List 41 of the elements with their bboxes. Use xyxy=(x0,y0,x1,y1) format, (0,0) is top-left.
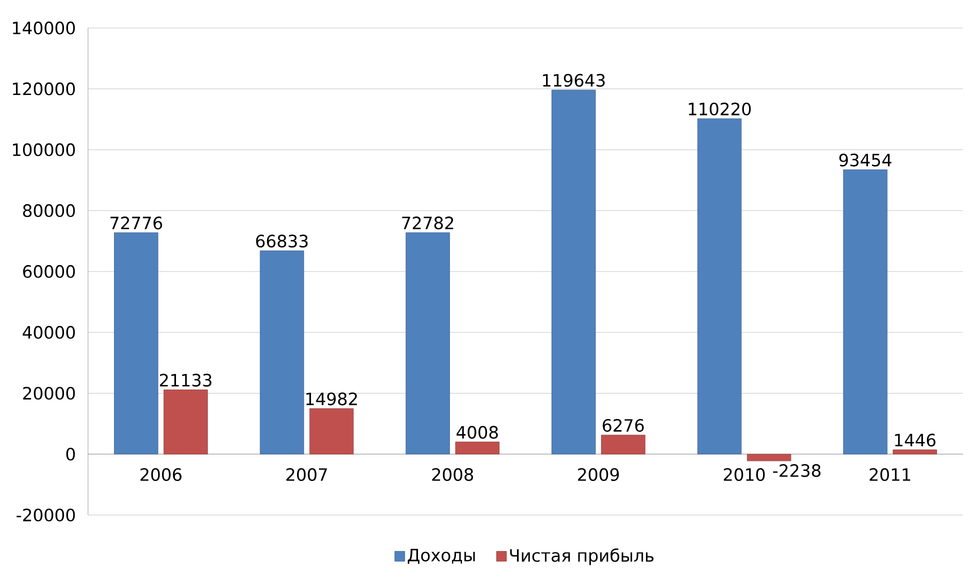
data-label: 21133 xyxy=(160,374,212,387)
bar xyxy=(843,169,888,454)
y-tick-label: 60000 xyxy=(23,265,75,278)
y-tick-label: 80000 xyxy=(23,204,75,218)
x-tick-label: 2008 xyxy=(432,468,474,481)
data-label: 6276 xyxy=(602,418,644,432)
bar xyxy=(406,232,450,454)
bar xyxy=(552,90,596,454)
data-label: 72776 xyxy=(110,216,162,230)
y-tick-label: 100000 xyxy=(12,143,75,156)
data-label: 110220 xyxy=(688,102,751,116)
bar xyxy=(892,450,937,454)
bar xyxy=(164,390,208,454)
x-tick-label: 2009 xyxy=(578,468,619,481)
data-label: 66833 xyxy=(256,234,308,248)
x-tick-label: 2007 xyxy=(286,468,327,481)
y-tick-label: 120000 xyxy=(12,82,75,96)
data-label: -2238 xyxy=(773,464,820,477)
legend-label: Чистая прибыль xyxy=(510,548,654,566)
bar xyxy=(260,250,304,454)
x-tick-label: 2006 xyxy=(140,468,182,481)
data-label: 93454 xyxy=(839,154,892,166)
x-tick-label: 2011 xyxy=(870,468,910,481)
y-tick-label: 0 xyxy=(66,448,75,461)
bar xyxy=(455,442,500,454)
bar xyxy=(114,232,158,454)
data-label: 4008 xyxy=(456,426,498,439)
data-label: 1446 xyxy=(895,434,936,447)
y-tick-label: 140000 xyxy=(12,22,75,34)
bar xyxy=(601,434,646,454)
y-tick-label: 40000 xyxy=(22,326,75,339)
data-label: 14982 xyxy=(306,392,357,406)
x-tick-label: 2010 xyxy=(724,468,765,481)
bar xyxy=(309,408,354,454)
bar xyxy=(697,118,742,454)
data-label: 72782 xyxy=(402,216,454,230)
y-tick-label: -20000 xyxy=(16,508,75,522)
y-tick-label: 20000 xyxy=(23,386,75,400)
data-label: 119643 xyxy=(543,74,605,87)
legend-label: Доходы xyxy=(408,548,475,564)
bar xyxy=(746,454,792,462)
